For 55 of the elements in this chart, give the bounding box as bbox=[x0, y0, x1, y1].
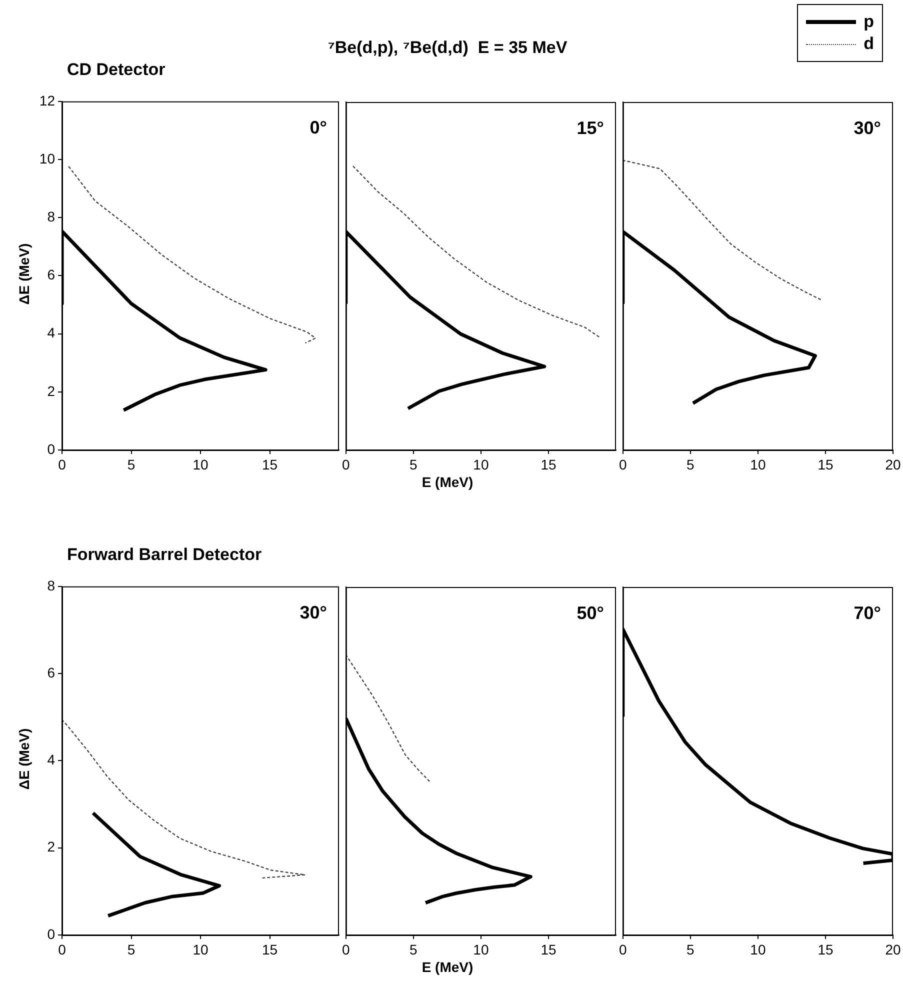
annotation: 0° bbox=[310, 117, 327, 138]
x-tick-label: 0 bbox=[618, 456, 627, 472]
x-tick-label: 0 bbox=[342, 456, 350, 472]
legend-label: p bbox=[864, 12, 874, 32]
x-tick-label: 15 bbox=[540, 941, 556, 958]
y-tick-label: 2 bbox=[47, 838, 56, 855]
line-series bbox=[62, 719, 306, 879]
chart-title: Forward Barrel Detector bbox=[67, 545, 262, 565]
x-tick-label: 15 bbox=[540, 456, 556, 472]
x-tick-label: 0 bbox=[342, 941, 350, 958]
y-axis-title: ΔE (MeV) bbox=[16, 243, 32, 305]
x-tick-label: 10 bbox=[473, 941, 489, 958]
chart-title: ⁷Be(d,p), ⁷Be(d,d) E = 35 MeV bbox=[328, 38, 568, 58]
x-tick-label: 10 bbox=[750, 456, 766, 472]
x-tick-label: 15 bbox=[262, 941, 278, 958]
annotation: 30° bbox=[854, 118, 881, 138]
chart-title: CD Detector bbox=[67, 60, 166, 80]
x-tick-label: 10 bbox=[473, 456, 489, 472]
y-tick-label: 6 bbox=[47, 266, 56, 283]
annotation: 15° bbox=[576, 118, 604, 138]
x-tick-label: 5 bbox=[686, 941, 695, 958]
y-axis-title: ΔE (MeV) bbox=[16, 728, 32, 790]
y-tick-label: 4 bbox=[47, 324, 56, 341]
x-tick-label: 20 bbox=[885, 456, 901, 472]
x-tick-label: 5 bbox=[410, 456, 418, 472]
x-axis-title: E (MeV) bbox=[422, 959, 474, 975]
x-tick-label: 5 bbox=[410, 941, 418, 958]
x-tick-label: 10 bbox=[192, 941, 208, 958]
x-tick-label: 10 bbox=[192, 456, 208, 472]
x-tick-label: 15 bbox=[818, 941, 834, 958]
x-tick-label: 0 bbox=[58, 941, 66, 958]
x-axis-title: E (MeV) bbox=[422, 474, 474, 490]
x-tick-label: 15 bbox=[818, 456, 834, 472]
legend-label: d bbox=[864, 34, 874, 54]
y-tick-label: 8 bbox=[47, 208, 56, 224]
y-tick-label: 0 bbox=[47, 440, 56, 457]
annotation: 30° bbox=[300, 602, 327, 622]
x-tick-label: 5 bbox=[686, 456, 695, 472]
x-tick-label: 5 bbox=[127, 456, 136, 472]
y-tick-label: 8 bbox=[47, 577, 56, 594]
x-tick-label: 20 bbox=[885, 941, 901, 958]
y-tick-label: 0 bbox=[47, 926, 56, 942]
y-tick-label: 10 bbox=[39, 150, 56, 166]
y-tick-label: 4 bbox=[47, 752, 56, 768]
x-tick-label: 0 bbox=[58, 456, 66, 472]
x-tick-label: 10 bbox=[750, 941, 766, 958]
x-tick-label: 15 bbox=[262, 456, 278, 472]
y-tick-label: 12 bbox=[39, 92, 56, 108]
annotation: 50° bbox=[576, 602, 604, 623]
y-tick-label: 6 bbox=[47, 664, 56, 680]
x-tick-label: 5 bbox=[127, 941, 136, 958]
line-series bbox=[68, 166, 316, 344]
y-tick-label: 2 bbox=[47, 382, 56, 399]
x-tick-label: 0 bbox=[618, 941, 627, 958]
annotation: 70° bbox=[854, 602, 881, 623]
